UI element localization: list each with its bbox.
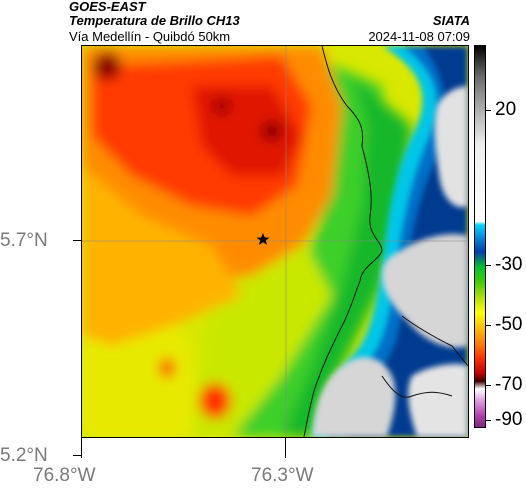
lat-label-5-2: 5.2°N: [0, 445, 48, 466]
colorbar-tick-minus70: -70: [495, 374, 523, 395]
colorbar-tick-minus30: -30: [495, 254, 523, 275]
satellite-map[interactable]: [81, 45, 469, 438]
colorbar-tick-minus50: -50: [495, 314, 523, 335]
lat-label-5-7: 5.7°N: [0, 230, 48, 251]
timestamp-label: 2024-11-08 07:09: [368, 29, 470, 44]
region-label: Vía Medellín - Quibdó 50km: [69, 29, 231, 44]
lon-label-76-3: 76.3°W: [251, 465, 314, 486]
source-label: SIATA: [432, 13, 470, 28]
satellite-name: GOES-EAST: [69, 0, 146, 14]
lon-label-76-8: 76.8°W: [33, 465, 96, 486]
star-icon: [256, 233, 270, 245]
colorbar: [474, 45, 486, 428]
product-title: Temperatura de Brillo CH13: [69, 13, 240, 28]
colorbar-tick-20: 20: [495, 99, 517, 120]
colorbar-tick-minus90: -90: [495, 409, 523, 430]
